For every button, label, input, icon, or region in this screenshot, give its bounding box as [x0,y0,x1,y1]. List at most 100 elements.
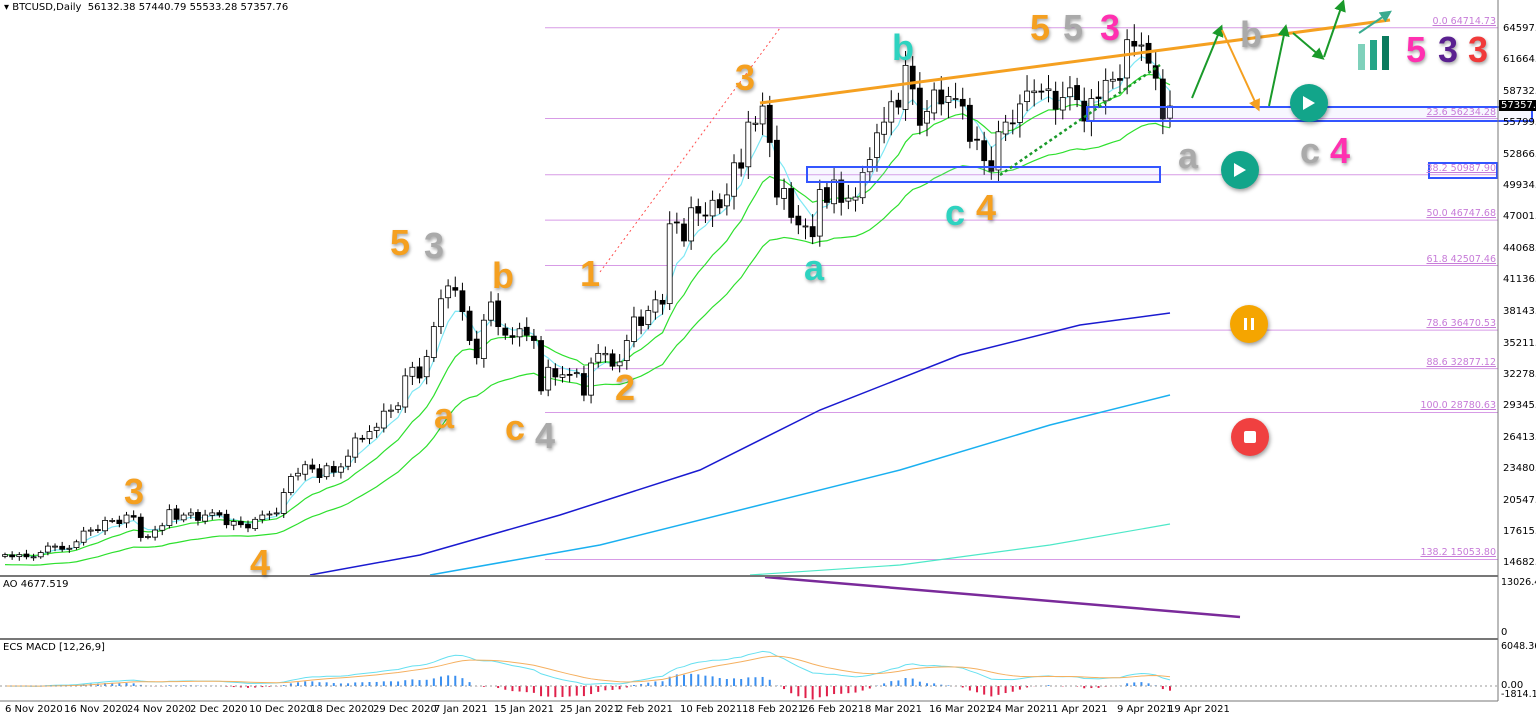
candle [881,121,888,135]
y-tick-label: 32278.45 [1503,369,1536,381]
candle [952,98,959,100]
play-button[interactable] [1221,151,1259,189]
candle [316,468,323,478]
candle [895,99,902,108]
candle [280,492,287,514]
candle [145,536,151,538]
candle [552,368,559,378]
candle [66,547,73,550]
candle [95,529,101,531]
pane-borders [0,0,1499,702]
y-tick-label: 29345.80 [1503,400,1536,412]
candle [752,122,759,125]
stop-button[interactable] [1231,418,1269,456]
y-tick-label: 47001.55 [1503,211,1536,223]
arrow-up-icon [1323,0,1346,58]
x-tick-label: 6 Nov 2020 [5,704,63,715]
candle [516,328,523,338]
wave-label: 4 [535,415,556,456]
candle [852,196,859,201]
candle [373,426,380,431]
candle [916,87,923,126]
candle [638,316,645,326]
pause-button[interactable] [1230,305,1268,343]
candle [616,361,623,367]
candle [237,521,244,526]
play-button[interactable] [1290,84,1328,122]
x-tick-label: 10 Dec 2020 [249,704,313,715]
moving-averages [4,56,1171,576]
wave-label: 3 [1438,29,1459,70]
candle [702,214,709,217]
candle [759,105,766,125]
candle [1031,90,1038,94]
ao-max: 13026.403 [1501,577,1536,588]
wave-label: 4 [250,542,271,583]
candle [602,352,609,356]
y-tick-label: 26413.15 [1503,431,1536,443]
wave-label: b [1240,14,1262,55]
wave-label: b [492,255,514,296]
candle [995,131,1002,171]
macd-max: 6048.3604 [1501,641,1536,652]
candle [209,512,216,516]
candle [452,287,459,291]
candle [252,518,259,530]
candle [888,101,895,123]
high-value: 57440.79 [138,2,187,13]
x-tick-label: 18 Dec 2020 [310,704,374,715]
support-zone-box [806,166,1161,183]
candle [1017,103,1023,123]
candle [37,552,44,558]
candle [180,514,187,521]
wave-label: c [505,407,526,448]
candle [395,405,401,410]
candle [652,299,659,313]
candle [966,104,973,142]
candle [352,437,359,458]
candle [809,226,816,238]
candle [545,366,552,391]
y-tick-label: 14682.55 [1503,557,1536,569]
candle [1038,90,1045,93]
candle [380,410,387,429]
fib-label: 78.6 36470.53 [1426,318,1496,330]
y-tick-label: 49934.20 [1503,179,1536,191]
candle [152,529,158,538]
candle [559,374,566,378]
candle [109,520,116,522]
candle [788,188,795,218]
candle [816,189,823,237]
x-tick-label: 25 Jan 2021 [560,704,620,715]
candle [774,139,780,198]
wave-label: 3 [1100,7,1121,48]
candle [266,513,273,516]
fib-label: 88.6 32877.12 [1426,356,1496,368]
x-tick-label: 24 Nov 2020 [127,704,192,715]
ao-min: 0 [1501,627,1508,638]
candle [102,520,108,532]
candle [824,187,830,203]
x-tick-label: 2 Feb 2021 [617,704,673,715]
candle [438,298,444,328]
y-tick-label: 23480.50 [1503,463,1536,475]
candle [723,194,730,207]
wave-label: a [1178,135,1199,176]
wave-label: 3 [124,471,145,512]
wave-label: 5 [390,222,411,263]
x-tick-label: 24 Mar 2021 [989,704,1053,715]
y-tick-label: 38143.75 [1503,306,1536,318]
candle [845,197,852,202]
wave-label: 5 [1406,29,1427,70]
candle [1081,100,1088,122]
candle [388,409,394,412]
candle [1067,87,1073,98]
macd-line [4,650,1171,687]
play-icon [1234,163,1246,177]
candle [409,366,416,377]
fib-label: 138.2 15053.80 [1420,547,1496,559]
fib-label: 23.6 56234.28 [1426,106,1496,118]
fib-label-box [1428,162,1498,179]
candle [87,529,94,532]
fib-label: 100.0 28780.63 [1420,400,1496,412]
